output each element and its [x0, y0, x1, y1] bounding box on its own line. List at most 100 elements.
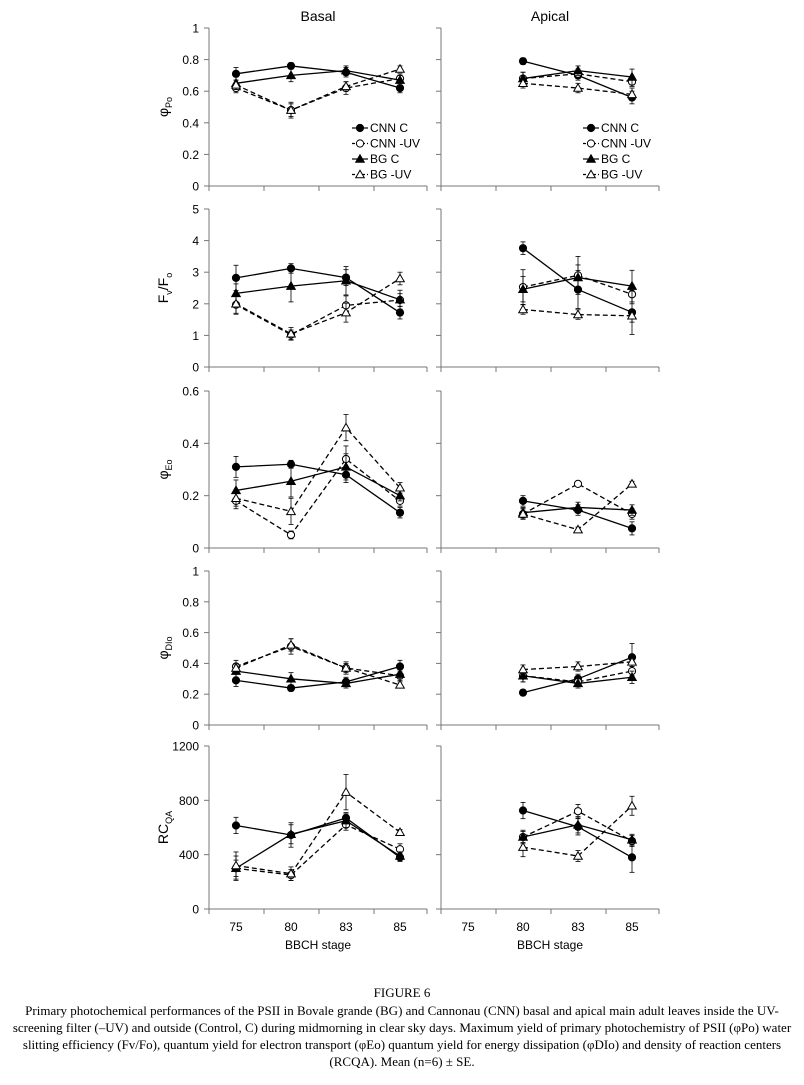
cnn-c-line	[235, 463, 401, 514]
bg-c-line	[235, 280, 401, 301]
x-axis-title: BBCH stage	[517, 938, 583, 952]
legend-item-cnn_uv: CNN -UV	[583, 137, 651, 151]
bg-c-line	[235, 820, 401, 869]
x-tick-label: 85	[393, 920, 407, 934]
bg-uv-point	[340, 81, 352, 91]
series-bg-c	[517, 65, 638, 86]
bg-uv-point	[626, 800, 638, 810]
cnn-c-line	[235, 65, 401, 89]
row-4-ytick-label: 1200	[172, 740, 199, 754]
row-4-basal-panel	[208, 746, 428, 914]
cnn-c-point	[231, 69, 241, 78]
cnn-c-point	[231, 273, 241, 282]
legend-label: BG -UV	[601, 168, 642, 182]
bg-uv-point	[626, 656, 638, 666]
bg-uv-point	[394, 679, 406, 689]
cnn-c-point	[286, 61, 296, 71]
legend-item-bg_uv: BG -UV	[352, 168, 411, 182]
bg-uv-point	[517, 664, 529, 674]
legend-label: CNN C	[370, 121, 408, 135]
bg-c-point	[394, 850, 406, 860]
legend-label: CNN C	[601, 121, 639, 135]
bg-uv-point	[517, 304, 529, 314]
row-3-ytick-label: 1	[192, 565, 199, 579]
row-0-ytick-label: 1	[192, 22, 199, 36]
figure-caption: FIGURE 6 Primary photochemical performan…	[8, 984, 796, 1070]
cnn-uv-point	[573, 807, 583, 816]
cnn-uv-line	[235, 645, 401, 677]
cnn-uv-line	[235, 77, 401, 111]
series-bg-c	[517, 669, 638, 689]
row-2-ytick-label: 0.2	[182, 489, 199, 503]
bg-uv-point	[517, 77, 529, 88]
bg-uv-point	[572, 850, 584, 860]
legend-marker	[354, 169, 366, 179]
row-0-ytick-label: 0.6	[182, 85, 199, 99]
cnn-c-point	[395, 508, 405, 517]
series-bg-uv	[230, 774, 406, 881]
bg-c-point	[340, 275, 352, 285]
cnn-uv-point	[286, 530, 296, 540]
bg-uv-line	[235, 68, 401, 111]
caption-text: Primary photochemical performances of th…	[12, 1003, 792, 1069]
series-bg-uv	[230, 638, 406, 689]
bg-c-point	[572, 678, 584, 688]
bg-uv-point	[517, 508, 529, 518]
bg-c-point	[572, 819, 584, 829]
bg-uv-point	[394, 826, 406, 836]
bg-uv-point	[572, 82, 584, 92]
cnn-uv-line	[522, 483, 633, 515]
caption-title: FIGURE 6	[373, 985, 431, 1000]
cnn-uv-line	[235, 299, 401, 336]
bg-uv-point	[285, 639, 297, 649]
legend-label: CNN -UV	[601, 137, 651, 151]
legend-item-bg_c: BG C	[352, 152, 400, 166]
cnn-c-point	[627, 853, 637, 862]
cnn-uv-line	[235, 458, 401, 536]
row-0-ytick-label: 0	[192, 180, 199, 194]
bg-uv-point	[626, 478, 638, 488]
legend-marker	[586, 123, 596, 133]
bg-uv-point	[285, 868, 297, 878]
series-cnn-uv	[231, 293, 405, 340]
x-axis-basal: 75 80 83 85 BBCH stage	[229, 920, 407, 952]
legend-item-cnn_c: CNN C	[352, 121, 408, 135]
cnn-uv-line	[235, 824, 401, 876]
x-tick-label: 80	[516, 920, 530, 934]
bg-uv-point	[285, 328, 297, 338]
bg-uv-point	[340, 307, 352, 317]
bg-c-point	[572, 65, 584, 75]
bg-c-point	[572, 272, 584, 282]
row-2-y-axis-title: φEo	[155, 459, 174, 479]
row-4-apical-panel	[440, 746, 660, 914]
legend-marker	[586, 139, 596, 148]
row-4-ytick-label: 800	[179, 794, 199, 808]
row-1-ytick-label: 1	[192, 329, 199, 343]
legend-label: BG C	[370, 152, 400, 166]
series-bg-c	[230, 65, 406, 91]
row-3-panel-group: 0 0.2 0.4 0.6 0.8 1 φDIo	[155, 565, 660, 733]
row-2-apical-panel	[440, 391, 660, 553]
row-1-y-axis-title: Fv/Fo	[155, 273, 174, 304]
series-cnn-uv	[231, 818, 405, 881]
legend-item-cnn_c: CNN C	[583, 121, 639, 135]
row-3-basal-panel	[208, 571, 428, 730]
bg-uv-point	[230, 860, 242, 870]
row-3-ytick-label: 0	[192, 719, 199, 733]
series-bg-c	[230, 664, 406, 689]
bg-c-line	[235, 670, 401, 685]
cnn-c-line	[235, 665, 401, 689]
bg-c-point	[626, 280, 638, 290]
bg-c-line	[235, 466, 401, 497]
series-cnn-c	[518, 241, 637, 335]
series-cnn-c	[231, 61, 405, 94]
series-bg-uv	[517, 656, 638, 675]
bg-c-point	[340, 461, 352, 471]
series-bg-c	[517, 264, 638, 303]
bg-uv-line	[235, 426, 401, 513]
column-title-apical: Apical	[531, 8, 569, 24]
cnn-c-point	[518, 496, 528, 505]
row-4-ytick-label: 400	[179, 848, 199, 862]
legend-marker	[355, 123, 365, 133]
